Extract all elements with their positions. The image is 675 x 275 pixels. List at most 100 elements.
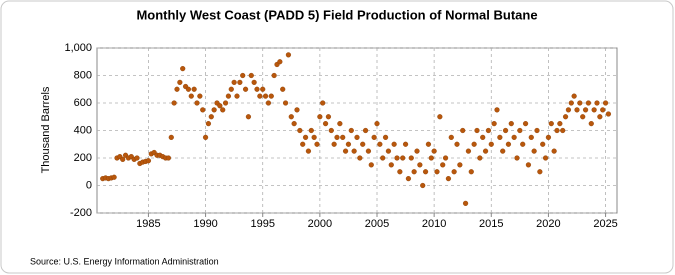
point xyxy=(440,162,446,168)
point xyxy=(462,200,469,206)
point xyxy=(480,134,486,140)
point xyxy=(457,162,463,168)
point xyxy=(545,134,552,140)
point xyxy=(580,114,586,120)
point xyxy=(405,176,412,182)
point xyxy=(260,86,266,92)
point xyxy=(471,141,477,147)
point xyxy=(485,127,492,134)
point xyxy=(202,134,209,140)
point xyxy=(434,169,440,175)
y-tick-label: 400 xyxy=(74,124,92,136)
point xyxy=(540,141,546,147)
point xyxy=(520,141,526,147)
point xyxy=(351,148,357,154)
point xyxy=(525,162,532,168)
point xyxy=(168,134,174,140)
point xyxy=(500,148,506,154)
point xyxy=(177,79,183,85)
point xyxy=(394,155,400,161)
point xyxy=(228,86,234,92)
x-tick-label: 2010 xyxy=(422,218,446,230)
point xyxy=(200,107,206,113)
point xyxy=(548,121,554,127)
point xyxy=(425,141,432,147)
point xyxy=(365,148,372,154)
point xyxy=(354,134,360,140)
point xyxy=(300,141,306,147)
point xyxy=(508,121,514,127)
point xyxy=(237,79,243,85)
point xyxy=(397,169,403,175)
x-tick-label: 1990 xyxy=(193,218,217,230)
point xyxy=(382,134,389,140)
point xyxy=(385,148,392,154)
point xyxy=(537,169,543,175)
point xyxy=(320,100,326,106)
point xyxy=(420,182,426,189)
point xyxy=(311,134,317,140)
point xyxy=(400,155,406,161)
x-tick-label: 2025 xyxy=(593,218,617,230)
point xyxy=(534,127,540,134)
source: Source: U.S. Energy Information Administ… xyxy=(30,256,219,266)
point xyxy=(268,93,274,99)
point xyxy=(374,121,380,127)
point xyxy=(542,155,549,161)
y-tick-label: 200 xyxy=(74,152,92,164)
x-tick-label: 2015 xyxy=(479,218,503,230)
point xyxy=(282,100,289,106)
point xyxy=(571,93,577,99)
point xyxy=(325,114,332,120)
point xyxy=(302,134,309,140)
point xyxy=(225,93,232,99)
point xyxy=(291,121,297,127)
point xyxy=(180,66,186,72)
point xyxy=(165,155,172,161)
point xyxy=(368,162,374,168)
point xyxy=(411,169,417,175)
point xyxy=(357,155,363,161)
point xyxy=(414,148,420,154)
point xyxy=(191,86,197,92)
point xyxy=(482,148,489,154)
x-tick-label: 2005 xyxy=(365,218,389,230)
chart-title: Monthly West Coast (PADD 5) Field Produc… xyxy=(136,7,537,22)
point xyxy=(248,72,254,79)
x-tick-label: 2020 xyxy=(536,218,560,230)
point xyxy=(257,93,263,99)
point xyxy=(582,107,589,113)
point xyxy=(577,100,583,106)
point xyxy=(288,114,294,120)
point xyxy=(591,107,597,113)
point xyxy=(345,141,352,147)
point xyxy=(511,134,517,140)
point xyxy=(371,134,377,140)
point xyxy=(465,148,472,154)
point xyxy=(451,169,457,175)
point xyxy=(277,59,283,65)
point xyxy=(265,100,272,106)
point xyxy=(494,107,500,113)
point xyxy=(565,107,572,113)
point xyxy=(380,155,386,161)
point xyxy=(422,169,429,175)
point xyxy=(437,114,443,120)
point xyxy=(554,127,560,134)
point xyxy=(174,86,180,92)
point xyxy=(454,141,460,147)
point xyxy=(262,93,269,99)
point xyxy=(445,176,452,182)
point xyxy=(402,141,409,147)
point xyxy=(234,93,240,99)
point xyxy=(502,127,509,134)
point xyxy=(562,114,569,120)
point xyxy=(240,72,246,79)
point xyxy=(305,148,312,154)
point xyxy=(328,127,334,134)
point xyxy=(528,134,534,140)
point xyxy=(120,156,126,162)
point xyxy=(334,134,340,140)
point xyxy=(171,100,177,106)
